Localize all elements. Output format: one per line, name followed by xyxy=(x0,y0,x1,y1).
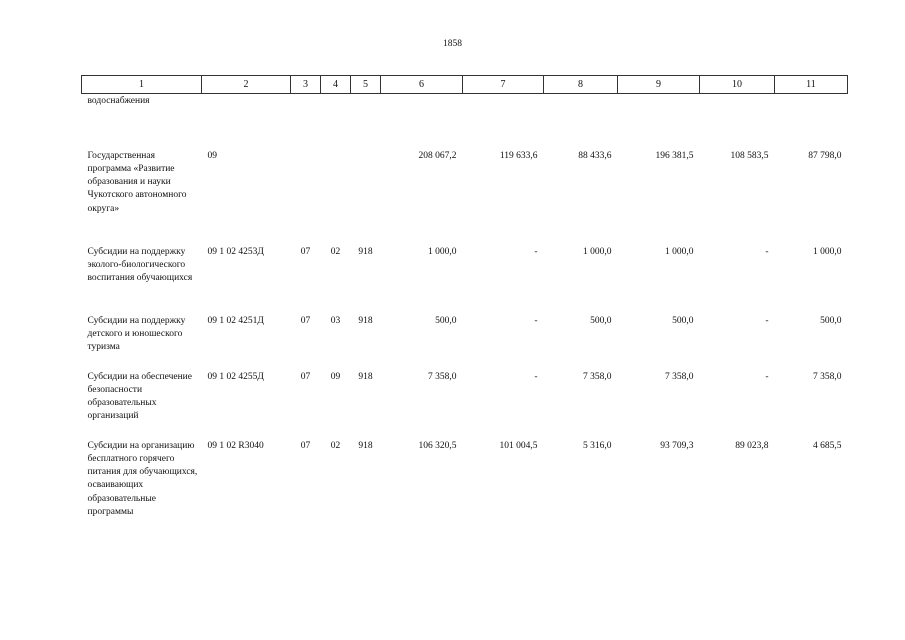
row-value-8: 7 358,0 xyxy=(583,371,612,382)
column-number-header: 1 2 3 4 5 6 7 8 9 10 11 xyxy=(81,75,848,94)
row-name: Субсидии на поддержку детского и юношеск… xyxy=(87,315,186,353)
row-name: Субсидии на поддержку эколого-биологичес… xyxy=(87,246,193,284)
row-pr xyxy=(321,150,351,246)
row-pr: 02 xyxy=(330,246,341,257)
row-rz xyxy=(291,150,321,246)
row-rz: 07 xyxy=(300,371,311,382)
row-rz: 07 xyxy=(300,315,311,326)
row-grbs: 918 xyxy=(358,246,373,257)
col-header-1: 1 xyxy=(81,75,202,94)
row-value-6: 208 067,2 xyxy=(418,150,457,161)
row-name: Государственная программа «Развитие обра… xyxy=(87,150,187,214)
col-header-5: 5 xyxy=(350,75,381,94)
continuation-row: водоснабжения xyxy=(82,94,848,150)
table-row: Субсидии на обеспечение безопасности обр… xyxy=(82,371,848,440)
row-value-7: - xyxy=(534,246,538,257)
row-value-6: 7 358,0 xyxy=(428,371,457,382)
row-value-11: 500,0 xyxy=(820,315,842,326)
row-grbs: 918 xyxy=(358,315,373,326)
continuation-text: водоснабжения xyxy=(87,96,150,106)
row-value-9: 1 000,0 xyxy=(665,246,694,257)
row-rz: 07 xyxy=(300,440,311,451)
row-grbs xyxy=(351,150,381,246)
row-value-7: 119 633,6 xyxy=(499,150,538,161)
row-grbs: 918 xyxy=(358,440,373,451)
row-grbs: 918 xyxy=(358,371,373,382)
row-pr: 09 xyxy=(330,371,341,382)
table-row: Субсидии на поддержку эколого-биологичес… xyxy=(82,246,848,315)
row-code: 09 1 02 4253Д xyxy=(207,246,264,257)
row-value-11: 7 358,0 xyxy=(813,371,842,382)
col-header-10: 10 xyxy=(699,75,775,94)
row-name: Субсидии на организацию бесплатного горя… xyxy=(87,440,198,517)
table-row: Субсидии на организацию бесплатного горя… xyxy=(82,440,848,550)
row-value-9: 500,0 xyxy=(672,315,694,326)
row-value-10: - xyxy=(765,371,769,382)
col-header-6: 6 xyxy=(380,75,463,94)
row-value-9: 7 358,0 xyxy=(665,371,694,382)
row-value-8: 5 316,0 xyxy=(583,440,612,451)
col-header-3: 3 xyxy=(290,75,321,94)
row-name: Субсидии на обеспечение безопасности обр… xyxy=(87,371,192,422)
col-header-8: 8 xyxy=(543,75,618,94)
row-value-6: 106 320,5 xyxy=(418,440,457,451)
row-value-11: 4 685,5 xyxy=(813,440,842,451)
table-row: Субсидии на поддержку детского и юношеск… xyxy=(82,315,848,371)
row-value-9: 196 381,5 xyxy=(655,150,694,161)
row-code: 09 1 02 4251Д xyxy=(207,315,264,326)
table-row: Государственная программа «Развитие обра… xyxy=(82,150,848,246)
row-value-10: 108 583,5 xyxy=(730,150,769,161)
row-rz: 07 xyxy=(300,246,311,257)
row-value-10: - xyxy=(765,315,769,326)
page-number: 1858 xyxy=(443,39,462,49)
row-value-7: - xyxy=(534,371,538,382)
row-value-10: - xyxy=(765,246,769,257)
row-value-7: - xyxy=(534,315,538,326)
row-code: 09 1 02 R3040 xyxy=(207,440,264,451)
col-header-7: 7 xyxy=(462,75,544,94)
row-value-11: 1 000,0 xyxy=(813,246,842,257)
row-value-7: 101 004,5 xyxy=(499,440,538,451)
row-value-11: 87 798,0 xyxy=(808,150,842,161)
col-header-9: 9 xyxy=(617,75,700,94)
row-value-10: 89 023,8 xyxy=(735,440,769,451)
row-code: 09 1 02 4255Д xyxy=(207,371,264,382)
row-value-8: 500,0 xyxy=(590,315,612,326)
col-header-4: 4 xyxy=(320,75,351,94)
row-value-6: 500,0 xyxy=(435,315,457,326)
row-value-8: 88 433,6 xyxy=(578,150,612,161)
row-value-9: 93 709,3 xyxy=(660,440,694,451)
col-header-11: 11 xyxy=(774,75,848,94)
row-pr: 03 xyxy=(330,315,341,326)
col-header-2: 2 xyxy=(201,75,291,94)
budget-table: 1 2 3 4 5 6 7 8 9 10 11 водоснабжения Го… xyxy=(81,75,848,550)
row-value-6: 1 000,0 xyxy=(428,246,457,257)
row-code: 09 xyxy=(207,150,218,161)
row-pr: 02 xyxy=(330,440,341,451)
row-value-8: 1 000,0 xyxy=(583,246,612,257)
